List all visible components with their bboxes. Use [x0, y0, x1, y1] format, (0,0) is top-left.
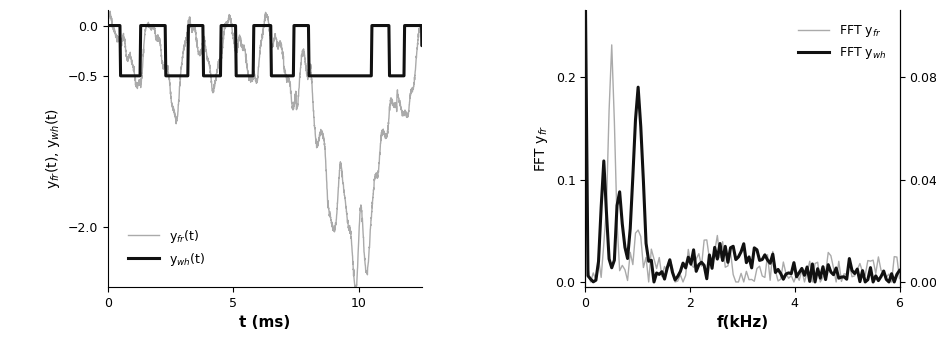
- FFT y$_{fr}$: [584, 280, 595, 284]
- y$_{wh}$(t): [102, 23, 113, 27]
- y$_{fr}$(t): [194, 54, 205, 58]
- X-axis label: f(kHz): f(kHz): [716, 315, 768, 330]
- y$_{fr}$(t): [416, 27, 427, 32]
- y$_{fr}$(t): [164, 78, 175, 82]
- y$_{fr}$(t): [349, 292, 360, 296]
- Legend: FFT y$_{fr}$, FFT y$_{wh}$: FFT y$_{fr}$, FFT y$_{wh}$: [791, 17, 892, 68]
- y$_{fr}$(t): [264, 30, 275, 34]
- y$_{wh}$(t): [194, 23, 205, 27]
- y$_{fr}$(t): [102, 27, 113, 32]
- Legend: y$_{fr}$(t), y$_{wh}$(t): y$_{fr}$(t), y$_{wh}$(t): [120, 220, 212, 275]
- X-axis label: t (ms): t (ms): [239, 315, 290, 330]
- y$_{wh}$(t): [115, 74, 126, 78]
- FFT y$_{fr}$: [829, 280, 841, 284]
- Y-axis label: FFT y$_{fr}$: FFT y$_{fr}$: [533, 125, 549, 172]
- y$_{wh}$(t): [164, 74, 175, 78]
- FFT y$_{fr}$: [798, 280, 810, 284]
- FFT y$_{fr}$: [893, 276, 904, 280]
- FFT y$_{wh}$: [829, 266, 841, 270]
- y$_{wh}$(t): [163, 74, 174, 78]
- Line: FFT y$_{fr}$: FFT y$_{fr}$: [585, 0, 899, 282]
- FFT y$_{wh}$: [885, 272, 897, 276]
- Y-axis label: y$_{fr}$(t), y$_{wh}$(t): y$_{fr}$(t), y$_{wh}$(t): [44, 108, 62, 189]
- y$_{wh}$(t): [114, 23, 125, 27]
- FFT y$_{wh}$: [645, 258, 656, 262]
- FFT y$_{fr}$: [885, 280, 897, 284]
- FFT y$_{fr}$: [648, 257, 659, 261]
- FFT y$_{wh}$: [798, 273, 810, 277]
- y$_{fr}$(t): [163, 71, 174, 75]
- FFT y$_{fr}$: [755, 274, 767, 278]
- FFT y$_{fr}$: [579, 0, 591, 1]
- FFT y$_{fr}$: [666, 266, 678, 270]
- FFT y$_{wh}$: [755, 258, 767, 262]
- y$_{fr}$(t): [114, 42, 125, 46]
- FFT y$_{wh}$: [893, 268, 904, 272]
- Line: y$_{wh}$(t): y$_{wh}$(t): [108, 25, 421, 76]
- y$_{fr}$(t): [105, 9, 116, 13]
- Line: y$_{fr}$(t): y$_{fr}$(t): [108, 11, 421, 294]
- y$_{wh}$(t): [264, 23, 275, 27]
- FFT y$_{wh}$: [648, 280, 659, 284]
- y$_{wh}$(t): [416, 44, 427, 48]
- y$_{wh}$(t): [132, 74, 143, 78]
- FFT y$_{wh}$: [666, 270, 678, 274]
- Line: FFT y$_{wh}$: FFT y$_{wh}$: [585, 0, 899, 282]
- y$_{fr}$(t): [132, 83, 143, 87]
